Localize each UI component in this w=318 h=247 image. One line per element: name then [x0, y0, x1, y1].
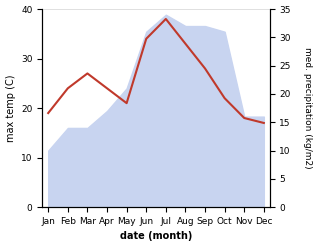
X-axis label: date (month): date (month) — [120, 231, 192, 242]
Y-axis label: max temp (C): max temp (C) — [5, 74, 16, 142]
Y-axis label: med. precipitation (kg/m2): med. precipitation (kg/m2) — [303, 47, 313, 169]
